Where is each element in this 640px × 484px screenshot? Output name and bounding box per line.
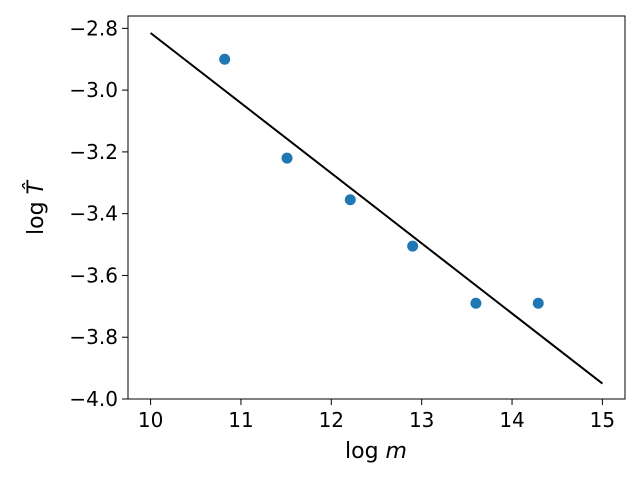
y-axis-label: log T̂ — [23, 179, 49, 235]
fit-line — [149, 32, 604, 385]
y-tick-label: −3.6 — [69, 263, 118, 287]
x-tick-label: 10 — [138, 408, 163, 432]
y-tick-label: −4.0 — [69, 387, 118, 411]
y-tick-label: −3.2 — [69, 140, 118, 164]
data-point — [219, 53, 231, 65]
y-tick-label: −3.8 — [69, 325, 118, 349]
x-tick-label: 13 — [409, 408, 434, 432]
x-tick-label: 12 — [319, 408, 344, 432]
x-tick-label: 11 — [228, 408, 253, 432]
y-tick-label: −3.4 — [69, 202, 118, 226]
x-tick-label: 14 — [499, 408, 524, 432]
series-layer — [149, 32, 604, 385]
y-tick-label: −2.8 — [69, 16, 118, 40]
data-point — [407, 240, 419, 252]
y-tick-label: −3.0 — [69, 78, 118, 102]
y-axis-ticks: −2.8 −3.0 −3.2 −3.4 −3.6 −3.8 −4.0 — [69, 16, 128, 411]
x-axis-ticks: 10 11 12 13 14 15 — [138, 399, 615, 432]
data-point — [344, 194, 356, 206]
data-point — [281, 152, 293, 164]
data-point — [532, 297, 544, 309]
x-axis-label: log m — [345, 439, 407, 464]
data-point — [470, 297, 482, 309]
x-tick-label: 15 — [590, 408, 615, 432]
